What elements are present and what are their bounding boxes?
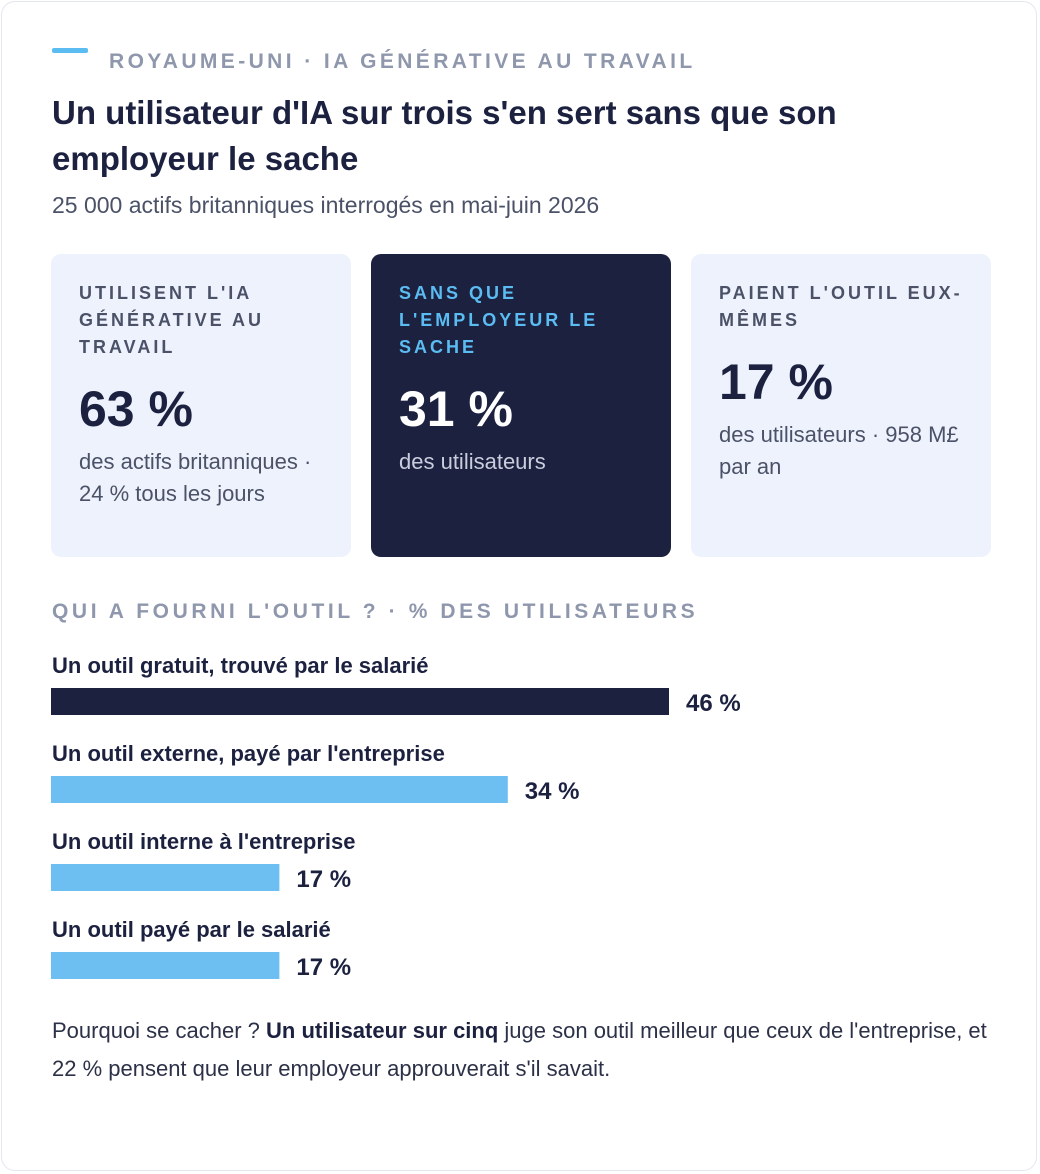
stat-value: 17 % xyxy=(719,354,833,410)
page-title: Un utilisateur d'IA sur trois s'en sert … xyxy=(52,94,837,177)
footnote-lead: Pourquoi se cacher ? xyxy=(52,1018,267,1043)
bar-value-label: 17 % xyxy=(296,866,351,893)
stat-card-hidden: Sans que l'employeur le sache 31 % des u… xyxy=(371,254,671,557)
accent-bar xyxy=(52,48,88,53)
bar-value-label: 17 % xyxy=(296,954,351,981)
footnote: Pourquoi se cacher ? Un utilisateur sur … xyxy=(52,1012,1002,1088)
stat-description: des actifs britanniques · 24 % tous les … xyxy=(79,449,312,506)
bar-category-label: Un outil externe, payé par l'entreprise xyxy=(52,741,445,766)
bar xyxy=(51,864,280,891)
kicker: ROYAUME-UNI · IA GÉNÉRATIVE AU TRAVAIL xyxy=(109,50,696,73)
bar-chart: Un outil gratuit, trouvé par le salarié 4… xyxy=(51,653,741,981)
stat-value: 63 % xyxy=(79,381,193,437)
chart-heading: QUI A FOURNI L'OUTIL ? · % DES UTILISATE… xyxy=(52,600,699,623)
stat-value: 31 % xyxy=(399,381,513,437)
stat-card-self-paid: Paient l'outil eux-mêmes 17 % des utilis… xyxy=(691,254,991,557)
subtitle: 25 000 actifs britanniques interrogés en… xyxy=(52,192,600,218)
bar-value-label: 34 % xyxy=(525,778,580,805)
bar-value-label: 46 % xyxy=(686,690,741,717)
stat-label: Sans que l'employeur le sache xyxy=(399,283,599,357)
bar xyxy=(51,952,280,979)
bar-category-label: Un outil gratuit, trouvé par le salarié xyxy=(52,653,429,678)
footnote-highlight: Un utilisateur sur cinq xyxy=(266,1018,499,1043)
bar-category-label: Un outil interne à l'entreprise xyxy=(52,829,356,854)
footnote-rest: juge son outil meilleur que ceux de l'en… xyxy=(52,1018,987,1081)
stat-label: Paient l'outil eux-mêmes xyxy=(719,283,963,330)
bar xyxy=(51,776,508,803)
stat-description: des utilisateurs · 958 M£ par an xyxy=(719,422,959,479)
stat-label: Utilisent l'IA générative au travail xyxy=(79,283,265,357)
stat-description: des utilisateurs xyxy=(399,449,546,474)
bar-category-label: Un outil payé par le salarié xyxy=(52,917,331,942)
stat-card-usage: Utilisent l'IA générative au travail 63 … xyxy=(51,254,351,557)
bar xyxy=(51,688,669,715)
